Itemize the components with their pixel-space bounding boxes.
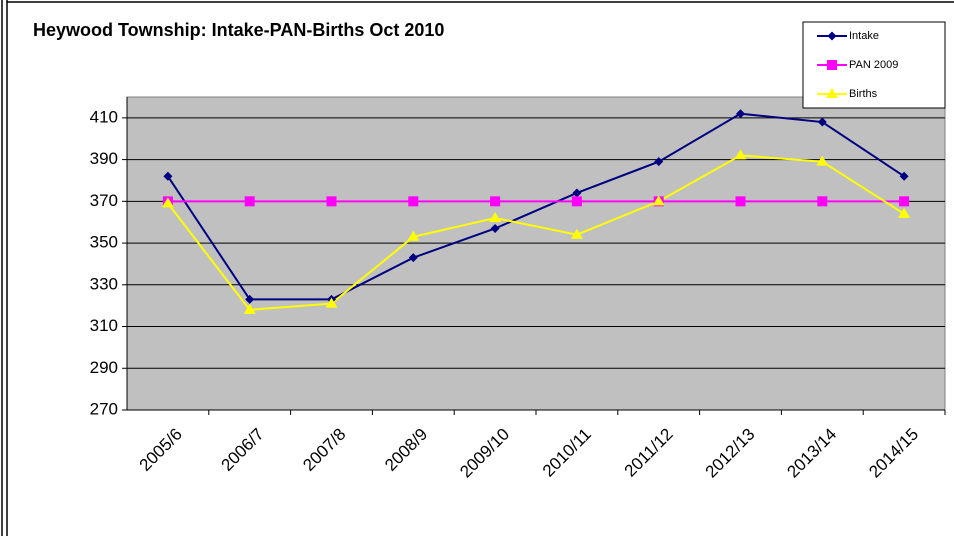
series-line (167, 154, 905, 311)
marker (652, 195, 665, 206)
marker (826, 88, 838, 98)
marker (816, 155, 829, 166)
marker (734, 149, 747, 160)
marker (572, 188, 582, 198)
marker (408, 253, 418, 263)
marker (407, 230, 420, 241)
plot-area (126, 96, 946, 411)
y-tick-label: 370 (90, 191, 118, 210)
y-tick-label: 410 (90, 107, 118, 126)
marker (243, 303, 256, 314)
marker (735, 196, 746, 207)
y-tick-label: 330 (90, 274, 118, 293)
marker (408, 196, 419, 207)
marker (827, 60, 837, 70)
y-tick-label: 390 (90, 149, 118, 168)
marker (325, 297, 338, 308)
marker (245, 294, 255, 304)
marker (827, 31, 837, 41)
legend-label: Births (849, 88, 878, 100)
marker (244, 196, 255, 207)
marker (489, 212, 502, 223)
marker (326, 196, 337, 207)
marker (736, 109, 745, 119)
marker (817, 117, 827, 127)
marker (899, 196, 910, 207)
marker (490, 223, 500, 233)
marker (571, 196, 582, 207)
marker (817, 196, 828, 207)
marker (161, 197, 174, 208)
marker (163, 171, 173, 181)
chart-title: Heywood Township: Intake-PAN-Births Oct … (33, 20, 444, 40)
marker (490, 196, 501, 207)
y-tick-label: 350 (90, 233, 118, 252)
marker (899, 171, 909, 181)
legend-label: PAN 2009 (849, 59, 898, 71)
marker (654, 157, 664, 167)
y-tick-label: 290 (90, 358, 118, 377)
legend-label: Intake (849, 30, 879, 42)
series-line (167, 112, 905, 301)
y-tick-label: 310 (90, 316, 118, 335)
marker (570, 228, 583, 239)
marker (898, 207, 911, 218)
y-tick-label: 270 (90, 399, 118, 418)
